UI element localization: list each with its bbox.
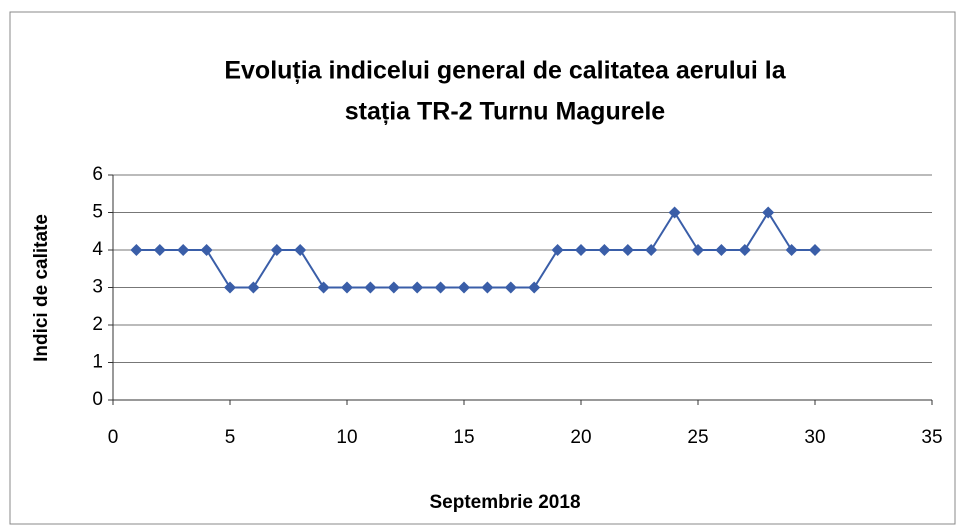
- x-axis-label: Septembrie 2018: [429, 492, 580, 513]
- data-point: [692, 244, 704, 256]
- x-tick-label: 5: [225, 427, 236, 448]
- x-tick-label: 10: [336, 427, 357, 448]
- x-tick-label: 30: [804, 427, 825, 448]
- data-point: [434, 281, 447, 294]
- data-point: [458, 281, 470, 294]
- data-point: [177, 244, 190, 256]
- data-point: [130, 244, 143, 256]
- data-point: [481, 281, 494, 294]
- data-point: [738, 244, 751, 256]
- data-point: [551, 244, 564, 256]
- data-point: [224, 281, 236, 294]
- y-axis-label: Indici de calitate: [31, 214, 52, 362]
- data-point: [809, 244, 821, 256]
- y-tick-label: 3: [92, 277, 103, 298]
- data-point: [364, 281, 377, 294]
- y-tick-label: 2: [92, 314, 103, 335]
- data-point: [715, 244, 728, 256]
- y-tick-label: 6: [92, 164, 103, 185]
- data-point: [411, 281, 424, 294]
- data-point: [762, 206, 775, 219]
- data-point: [504, 281, 517, 294]
- x-tick-label: 0: [108, 427, 119, 448]
- data-point: [645, 244, 658, 256]
- x-tick-label: 15: [453, 427, 474, 448]
- data-point: [785, 244, 798, 256]
- data-point: [153, 244, 166, 256]
- data-point: [200, 244, 213, 256]
- data-point: [270, 244, 283, 256]
- chart-title: stația TR-2 Turnu Magurele: [345, 98, 666, 126]
- chart-border: [9, 11, 956, 525]
- data-point: [575, 244, 587, 256]
- data-point: [341, 281, 353, 294]
- y-tick-label: 0: [92, 389, 103, 410]
- data-point: [317, 281, 330, 294]
- data-point: [621, 244, 634, 256]
- data-point: [247, 281, 260, 294]
- x-tick-label: 35: [921, 427, 942, 448]
- x-tick-label: 25: [687, 427, 708, 448]
- data-point: [528, 281, 541, 294]
- data-point: [294, 244, 307, 256]
- x-tick-label: 20: [570, 427, 591, 448]
- data-point: [598, 244, 611, 256]
- data-point: [668, 206, 681, 219]
- y-tick-label: 1: [92, 352, 103, 373]
- y-tick-label: 4: [92, 239, 103, 260]
- y-tick-label: 5: [92, 202, 103, 223]
- data-point: [387, 281, 400, 294]
- chart-title: Evoluția indicelui general de calitatea …: [224, 57, 786, 85]
